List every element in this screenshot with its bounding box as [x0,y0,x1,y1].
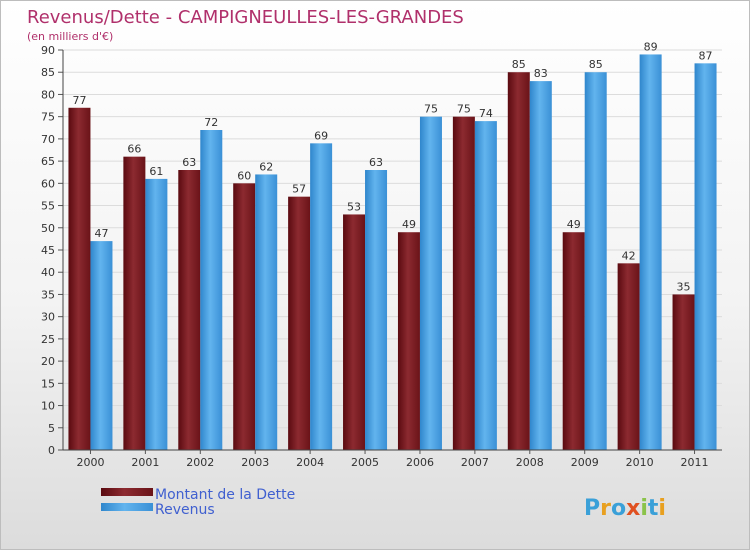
x-tick-label-2001: 2001 [131,456,159,469]
logo-letter: o [611,496,626,521]
axes: 0 5 10 15 20 25 30 35 40 45 50 55 60 65 70 75 80 85 90 2000… [41,44,722,469]
y-tick-label: 75 [41,111,55,124]
x-tick-label-2006: 2006 [406,456,434,469]
logo-letter: i [658,496,666,521]
bar-revenus-2001 [145,178,168,450]
logo-letter: i [640,496,648,521]
x-tick-label-2010: 2010 [626,456,654,469]
y-tick-label: 20 [41,355,55,368]
y-tick-label: 35 [41,288,55,301]
logo-letter: r [600,496,611,521]
value-label-revenus-2009: 85 [589,58,603,71]
x-tick-label-2009: 2009 [571,456,599,469]
bar-revenus-2007 [474,121,497,450]
y-tick-label: 45 [41,244,55,257]
bar-dette-2005 [343,214,366,450]
value-label-dette-2007: 75 [457,103,471,116]
legend-swatch-dette [101,488,153,496]
value-label-revenus-2011: 87 [699,49,713,62]
y-tick-label: 90 [41,44,55,57]
x-tick-label-2005: 2005 [351,456,379,469]
value-label-revenus-2001: 61 [149,165,163,178]
y-tick-label: 15 [41,377,55,390]
y-tick-label: 25 [41,333,55,346]
y-tick-label: 40 [41,266,55,279]
bar-revenus-2011 [694,63,717,450]
logo-letter: P [584,496,600,521]
value-label-revenus-2004: 69 [314,129,328,142]
value-label-revenus-2006: 75 [424,103,438,116]
value-label-dette-2004: 57 [292,183,306,196]
bar-revenus-2003 [255,174,278,450]
x-tick-label-2000: 2000 [76,456,104,469]
value-label-revenus-2002: 72 [204,116,218,129]
x-tick-label-2007: 2007 [461,456,489,469]
bar-revenus-2004 [310,143,333,451]
bar-dette-2001 [123,156,146,450]
bar-revenus-2005 [365,170,388,450]
y-tick-label: 65 [41,155,55,168]
y-tick-label: 55 [41,200,55,213]
value-label-dette-2003: 60 [237,169,251,182]
value-label-revenus-2003: 62 [259,160,273,173]
bar-revenus-2010 [639,54,662,450]
proxiti-logo-text: Proxiti [584,496,666,521]
proxiti-logo: Proxiti [584,496,666,521]
bar-dette-2008 [507,72,530,450]
value-label-revenus-2007: 74 [479,107,493,120]
value-label-dette-2008: 85 [512,58,526,71]
value-label-dette-2005: 53 [347,200,361,213]
value-label-revenus-2010: 89 [644,40,658,53]
bar-dette-2009 [562,232,585,450]
legend-label-revenus: Revenus [155,502,215,518]
bar-dette-2010 [617,263,640,450]
y-tick-label: 30 [41,311,55,324]
bar-revenus-2000 [90,241,113,450]
value-label-revenus-2008: 83 [534,67,548,80]
y-tick-label: 0 [48,444,55,457]
value-label-dette-2010: 42 [622,249,636,262]
bar-revenus-2006 [419,116,442,451]
y-tick-label: 50 [41,222,55,235]
value-label-dette-2011: 35 [677,280,691,293]
bar-dette-2011 [672,294,695,450]
value-label-dette-2000: 77 [72,94,86,107]
bar-dette-2003 [233,183,256,451]
bars: 77 47 66 61 63 72 60 62 57 69 53 63 49 75 75 74 85 83 49 85… [68,40,717,451]
legend-swatch-revenus [101,503,153,511]
value-label-dette-2009: 49 [567,218,581,231]
x-tick-label-2002: 2002 [186,456,214,469]
bar-revenus-2008 [529,81,552,450]
y-tick-label: 10 [41,400,55,413]
value-label-dette-2001: 66 [127,143,141,156]
chart-subtitle: (en milliers d'€) [27,30,113,43]
x-tick-label-2003: 2003 [241,456,269,469]
chart-title: Revenus/Dette - CAMPIGNEULLES-LES-GRANDE… [27,7,464,28]
y-tick-label: 70 [41,133,55,146]
logo-letter: x [626,496,640,521]
bar-dette-2002 [178,170,201,450]
value-label-dette-2002: 63 [182,156,196,169]
legend: Montant de la Dette Revenus [101,487,295,518]
y-tick-label: 85 [41,66,55,79]
value-label-revenus-2000: 47 [94,227,108,240]
legend-label-dette: Montant de la Dette [155,487,295,503]
x-tick-label-2011: 2011 [681,456,709,469]
x-tick-label-2008: 2008 [516,456,544,469]
y-tick-label: 80 [41,88,55,101]
value-label-dette-2006: 49 [402,218,416,231]
logo-letter: t [648,496,659,521]
y-tick-label: 5 [48,422,55,435]
x-tick-label-2004: 2004 [296,456,324,469]
bar-dette-2000 [68,107,91,451]
y-tick-label: 60 [41,177,55,190]
value-label-revenus-2005: 63 [369,156,383,169]
bar-dette-2007 [452,116,475,451]
bar-revenus-2002 [200,130,223,450]
bar-revenus-2009 [584,72,607,450]
bar-dette-2006 [397,232,420,450]
bar-dette-2004 [288,196,311,450]
